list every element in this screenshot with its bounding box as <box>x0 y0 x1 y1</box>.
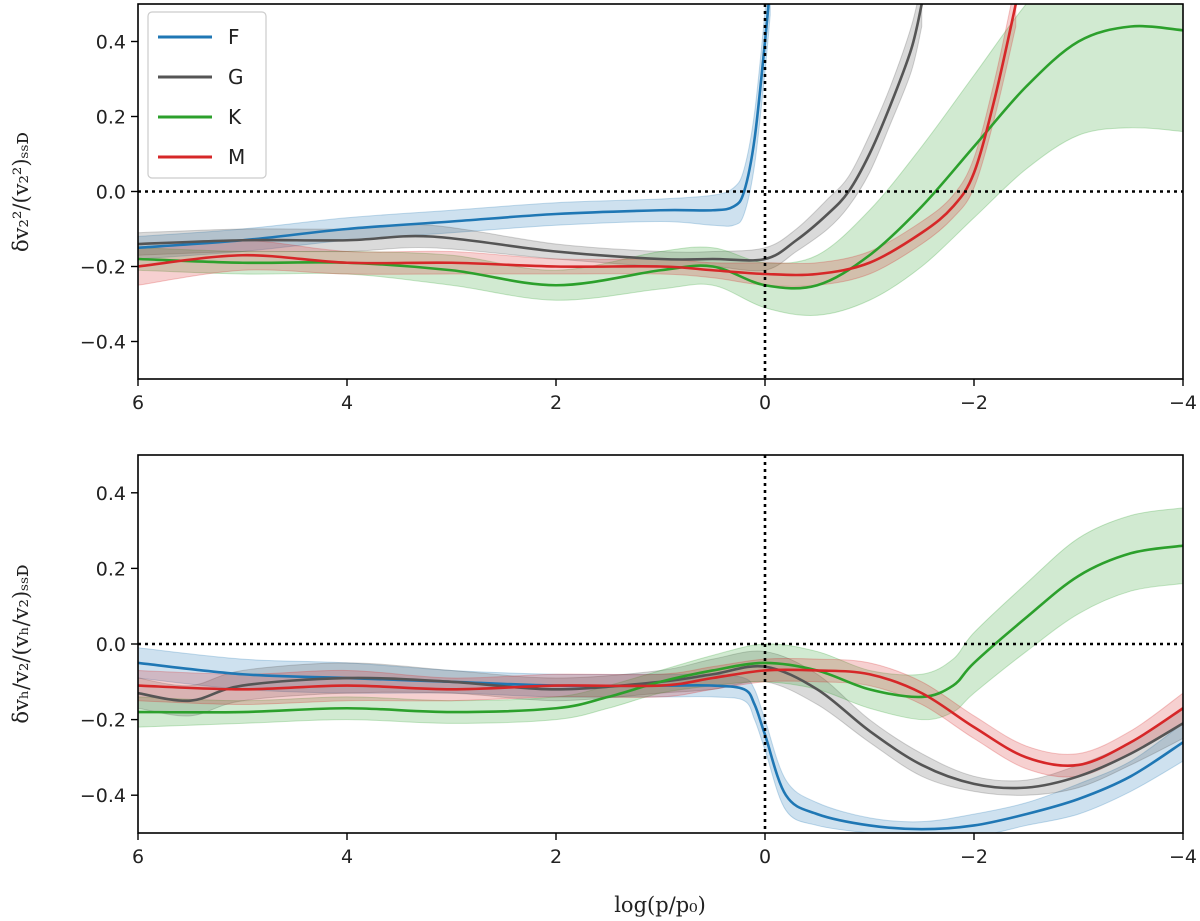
y-tick-label: −0.4 <box>80 332 126 354</box>
x-tick-label: 0 <box>759 392 771 414</box>
bottom-xlabel: log(p/p₀) <box>614 893 706 917</box>
y-tick-label: 0.0 <box>96 634 126 656</box>
x-tick-label: 6 <box>132 846 144 868</box>
y-tick-label: 0.2 <box>96 107 126 129</box>
x-tick-label: 2 <box>550 392 562 414</box>
top-panel: 6 4 2 0 −2 −4−0.4−0.20.00.20.4 δv₂²/(v₂²)ₛₛᴅ … <box>9 3 1197 415</box>
x-tick-label: 0 <box>759 846 771 868</box>
bottom-ylabel: δvₕ/v₂/(vₕ/v₂)ₛₛᴅ <box>9 564 33 723</box>
y-tick-label: 0.0 <box>96 182 126 204</box>
y-tick-label: 0.4 <box>96 483 126 505</box>
top-bands <box>138 4 1183 316</box>
series-line-k-panel1 <box>138 544 1183 714</box>
series-line-g-panel1 <box>138 664 1183 790</box>
legend-label-m: M <box>228 145 245 169</box>
x-tick-label: −2 <box>960 392 988 414</box>
bottom-lines <box>138 544 1183 831</box>
x-tick-label: 2 <box>550 846 562 868</box>
x-tick-label: 6 <box>132 392 144 414</box>
series-line-f-panel0 <box>138 4 770 250</box>
band-m-panel0 <box>138 4 1017 287</box>
x-tick-label: 4 <box>341 392 353 414</box>
legend-label-f: F <box>228 25 240 49</box>
band-f-panel0 <box>138 4 771 260</box>
legend-label-k: K <box>228 105 242 129</box>
band-g-panel0 <box>138 4 923 272</box>
bottom-ticks: 6 4 2 0 −2 −4 −0.4 −0.2 0.0 0.2 0.4 <box>80 483 1197 868</box>
x-tick-label: 4 <box>341 846 353 868</box>
series-line-m-panel0 <box>138 4 1018 277</box>
x-tick-label: −4 <box>1169 846 1197 868</box>
series-line-g-panel0 <box>138 4 924 262</box>
top-reference-lines <box>138 4 1183 379</box>
band-k-panel0 <box>138 4 1183 316</box>
top-ticks: 6 4 2 0 −2 −4 −0.4 −0.2 0.0 0.2 0.4 <box>80 32 1197 415</box>
legend-box <box>147 11 267 179</box>
x-tick-label: −2 <box>960 846 988 868</box>
series-line-m-panel1 <box>138 668 1183 768</box>
x-tick-label: −4 <box>1169 392 1197 414</box>
bottom-reference-lines <box>138 455 1183 833</box>
y-tick-label: 0.4 <box>96 32 126 54</box>
y-tick-label: −0.2 <box>80 257 126 279</box>
y-tick-label: −0.4 <box>80 785 126 807</box>
legend-label-g: G <box>228 65 244 89</box>
bottom-panel: 6 4 2 0 −2 −4 −0.4 −0.2 0.0 0.2 0.4 δvₕ/v₂/(vₕ/v₂)… <box>9 454 1197 917</box>
y-tick-label: 0.2 <box>96 558 126 580</box>
top-ylabel: δv₂²/(v₂²)ₛₛᴅ <box>9 132 33 252</box>
y-tick-label: −0.2 <box>80 710 126 732</box>
